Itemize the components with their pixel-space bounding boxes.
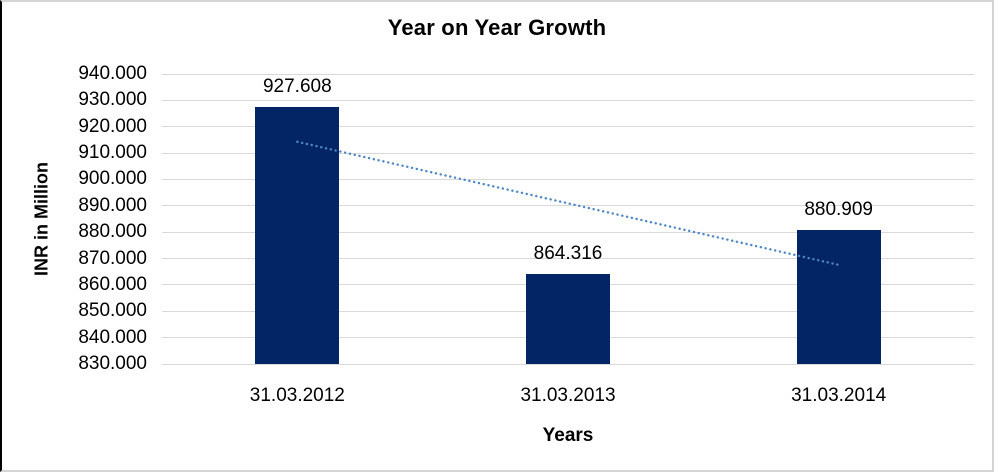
gridline xyxy=(162,152,974,154)
chart-title: Year on Year Growth xyxy=(387,15,607,40)
y-tick-label: 840.000 xyxy=(78,326,147,348)
x-axis-title: Years xyxy=(542,425,594,446)
y-tick-label: 850.000 xyxy=(78,300,147,322)
y-tick-label: 910.000 xyxy=(78,142,147,164)
y-tick-label: 830.000 xyxy=(78,353,147,374)
y-tick-label: 930.000 xyxy=(78,89,147,111)
bar xyxy=(255,106,340,364)
x-tick-label: 31.03.2012 xyxy=(249,385,345,406)
gridline xyxy=(162,231,974,233)
y-tick-label: 920.000 xyxy=(78,115,147,137)
y-tick-label: 880.000 xyxy=(78,221,147,243)
bar xyxy=(526,273,610,364)
y-tick-label: 890.000 xyxy=(78,194,147,216)
gridline xyxy=(162,205,974,207)
gridline xyxy=(162,258,974,260)
x-tick-label: 31.03.2013 xyxy=(520,385,616,406)
gridline xyxy=(162,178,974,180)
y-tick-label: 940.000 xyxy=(78,63,147,84)
bar-value-label: 864.316 xyxy=(533,242,603,264)
trendline-svg xyxy=(296,140,840,267)
gridline xyxy=(162,126,974,128)
x-tick-label: 31.03.2014 xyxy=(791,385,887,406)
y-tick-label: 860.000 xyxy=(78,273,147,295)
y-tick-label: 870.000 xyxy=(78,247,147,269)
bar xyxy=(796,229,881,364)
gridline xyxy=(162,99,974,101)
bar-value-label: 927.608 xyxy=(262,75,332,97)
y-tick-label: 900.000 xyxy=(78,168,147,190)
gridline xyxy=(162,363,974,365)
gridline xyxy=(162,73,974,75)
bar-value-label: 880.909 xyxy=(804,198,873,220)
trendline xyxy=(296,140,840,267)
